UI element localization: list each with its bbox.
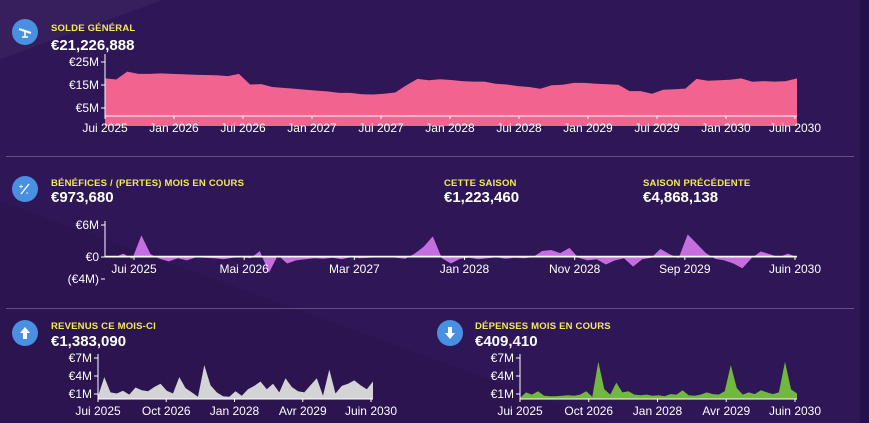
revenue-value: €1,383,090 — [51, 333, 126, 350]
profit-y-tick-label: (€4M) — [68, 272, 99, 286]
profit-x-tick-label: Nov 2028 — [549, 262, 601, 276]
balance-scale-icon — [12, 19, 38, 45]
balance-x-tick-label: Jan 2028 — [425, 121, 475, 135]
svg-text:-: - — [26, 190, 29, 197]
balance-x-tick-label: Jui 2027 — [358, 121, 404, 135]
balance-x-tick-label: Jui 2028 — [496, 121, 542, 135]
balance-x-tick-label: Jan 2029 — [563, 121, 613, 135]
balance-x-tick-label: Jan 2030 — [701, 121, 751, 135]
expenses-x-tick-label: Jui 2025 — [497, 404, 543, 418]
revenue-panel: REVENUS CE MOIS-CI €1,383,090 €7M €4M €1M J… — [0, 309, 430, 423]
expenses-x-tick-label: Oct 2026 — [564, 404, 613, 418]
expenses-x-tick-label: Jan 2028 — [633, 404, 683, 418]
balance-x-tick-label: Jan 2027 — [287, 121, 337, 135]
revenue-x-tick-label: Oct 2026 — [142, 404, 191, 418]
revenue-chart: €7M €4M €1M Jui 2025 Oct 2026 Jan 2028 Avr 202… — [0, 352, 430, 423]
balance-y-tick-label: €25M — [69, 55, 99, 69]
profit-loss-icon: + - — [12, 176, 38, 202]
profit-x-tick-label: Jan 2028 — [440, 262, 490, 276]
balance-x-tick-label: Jui 2025 — [82, 121, 128, 135]
expenses-value: €409,410 — [475, 333, 538, 350]
svg-text:+: + — [19, 184, 23, 191]
previous-season-title: SAISON PRÉCÉDENTE — [643, 178, 750, 189]
profit-y-tick-label: €0 — [86, 250, 100, 264]
revenue-x-tick-label: Juin 2030 — [345, 404, 397, 418]
balance-y-tick-label: €5M — [76, 101, 99, 115]
expenses-x-tick-label: Avr 2029 — [702, 404, 750, 418]
revenue-title: REVENUS CE MOIS-CI — [51, 321, 156, 332]
balance-x-tick-label: Jui 2029 — [634, 121, 680, 135]
revenue-x-tick-label: Avr 2029 — [279, 404, 327, 418]
expenses-y-tick-label: €4M — [491, 369, 514, 383]
expenses-chart: €7M €4M €1M Jui 2025 Oct 2026 Jan 2028 Avr 202… — [430, 352, 860, 423]
expenses-x-tick-label: Juin 2030 — [769, 404, 821, 418]
balance-x-tick-label: Juin 2030 — [769, 121, 821, 135]
profit-x-tick-label: Mai 2026 — [219, 262, 269, 276]
season-title: CETTE SAISON — [444, 178, 517, 189]
arrow-up-icon — [12, 320, 38, 346]
expenses-panel: DÉPENSES MOIS EN COURS €409,410 €7M €4M €1… — [430, 309, 860, 423]
profit-x-tick-label: Mar 2027 — [329, 262, 380, 276]
previous-season-value: €4,868,138 — [643, 189, 718, 206]
revenue-x-tick-label: Jui 2025 — [75, 404, 121, 418]
profit-x-tick-label: Jui 2025 — [111, 262, 157, 276]
scrollbar-track[interactable] — [860, 0, 869, 423]
expenses-title: DÉPENSES MOIS EN COURS — [475, 321, 611, 332]
expenses-y-tick-label: €7M — [491, 352, 514, 365]
balance-y-tick-label: €15M — [69, 78, 99, 92]
profit-y-tick-label: €6M — [76, 218, 99, 232]
revenue-y-tick-label: €4M — [69, 369, 92, 383]
balance-title: SOLDE GÉNÉRAL — [51, 23, 135, 34]
revenue-y-tick-label: €1M — [69, 387, 92, 401]
profit-chart: €6M €0 (€4M) Jui 2025 Mai 2026 Mar 2027 Jan 20… — [0, 217, 860, 297]
profit-panel: + - BÉNÉFICES / (PERTES) MOIS EN COURS €9… — [0, 157, 860, 307]
expenses-y-tick-label: €1M — [491, 387, 514, 401]
expenses-series-area — [520, 362, 797, 399]
revenue-x-tick-label: Jan 2028 — [210, 404, 260, 418]
profit-value: €973,680 — [51, 189, 114, 206]
revenue-series-area — [98, 365, 373, 399]
profit-title: BÉNÉFICES / (PERTES) MOIS EN COURS — [51, 178, 244, 189]
revenue-y-tick-label: €7M — [69, 352, 92, 365]
balance-chart: €25M €15M €5M Jui 2025 Jan 2026 Jui 2026 Jan 2… — [0, 50, 860, 146]
season-value: €1,223,460 — [444, 189, 519, 206]
arrow-down-icon — [437, 320, 463, 346]
balance-series-area — [105, 72, 797, 126]
balance-x-tick-label: Jui 2026 — [220, 121, 266, 135]
balance-x-tick-label: Jan 2026 — [149, 121, 199, 135]
balance-panel: SOLDE GÉNÉRAL €21,226,888 €25M €15M €5M Jui… — [0, 0, 860, 156]
profit-x-tick-label: Juin 2030 — [769, 262, 821, 276]
profit-x-tick-label: Sep 2029 — [659, 262, 711, 276]
